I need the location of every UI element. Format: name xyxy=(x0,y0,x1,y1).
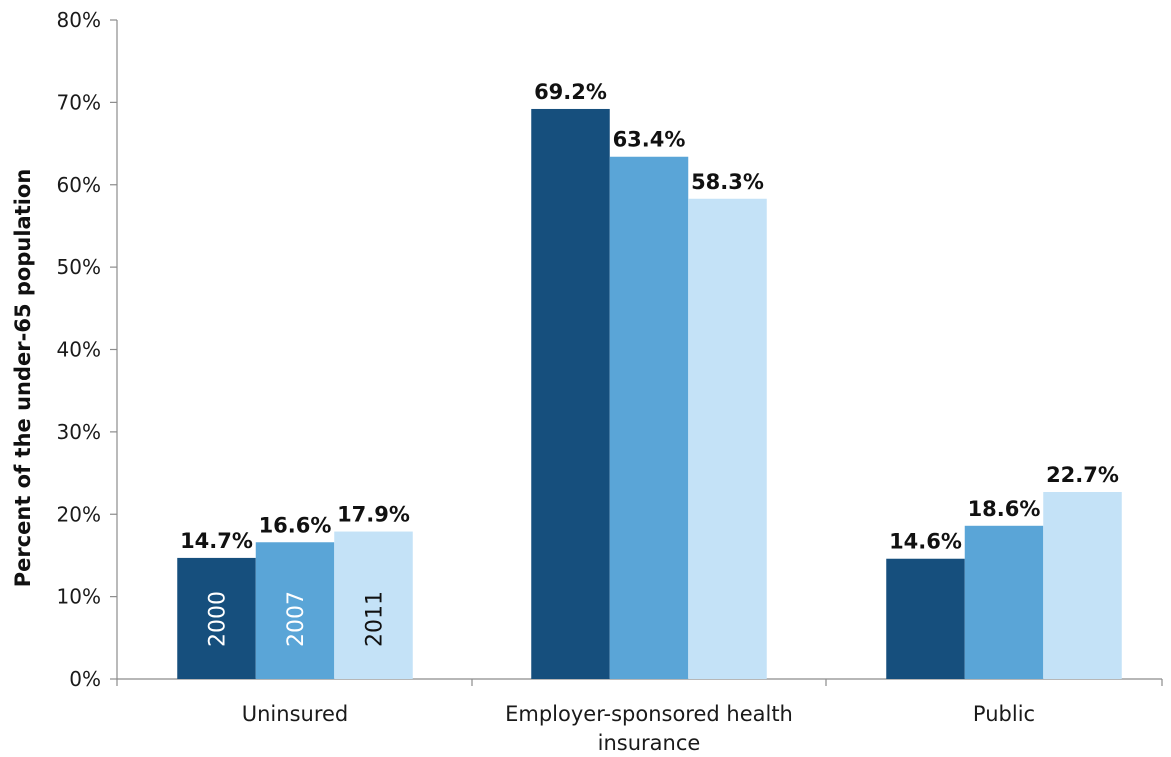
chart-axes: 0% 10% 20% 30% 40% 50% 60% 70% 80% Percent of the… xyxy=(11,8,1163,691)
data-label: 18.6% xyxy=(968,497,1041,521)
data-label: 22.7% xyxy=(1046,463,1119,487)
data-label: 17.9% xyxy=(337,503,410,527)
category-label: Uninsured xyxy=(242,702,349,726)
chart-bars xyxy=(177,108,1122,680)
bar xyxy=(255,542,335,679)
y-tick-label: 30% xyxy=(57,420,101,444)
chart-labels: Uninsured Employer-sponsored health insura… xyxy=(180,80,1119,755)
bar xyxy=(531,108,610,680)
bar xyxy=(177,557,256,679)
data-label: 14.6% xyxy=(889,530,962,554)
series-name-label: 2011 xyxy=(363,591,388,647)
bar xyxy=(334,531,413,679)
bar xyxy=(609,156,689,679)
data-label: 14.7% xyxy=(180,529,253,553)
y-tick-label: 70% xyxy=(57,90,101,114)
bar xyxy=(1043,492,1122,679)
y-tick-label: 10% xyxy=(57,585,101,609)
category-label: Employer-sponsored health xyxy=(505,702,793,726)
series-name-label: 2007 xyxy=(284,591,309,647)
series-name-label: 2000 xyxy=(206,591,231,647)
y-axis-title: Percent of the under-65 population xyxy=(11,169,35,588)
y-tick-label: 50% xyxy=(57,255,101,279)
y-tick-label: 40% xyxy=(57,338,101,362)
data-label: 58.3% xyxy=(691,170,764,194)
data-label: 69.2% xyxy=(534,80,607,104)
y-tick-label: 80% xyxy=(57,8,101,32)
bar xyxy=(964,525,1044,679)
data-label: 16.6% xyxy=(259,513,332,537)
category-label: insurance xyxy=(598,731,701,755)
bar xyxy=(688,198,767,679)
bar xyxy=(886,558,965,679)
y-tick-label: 60% xyxy=(57,173,101,197)
y-tick-label: 0% xyxy=(69,667,101,691)
y-tick-label: 20% xyxy=(57,502,101,526)
category-label: Public xyxy=(973,702,1035,726)
data-label: 63.4% xyxy=(613,128,686,152)
